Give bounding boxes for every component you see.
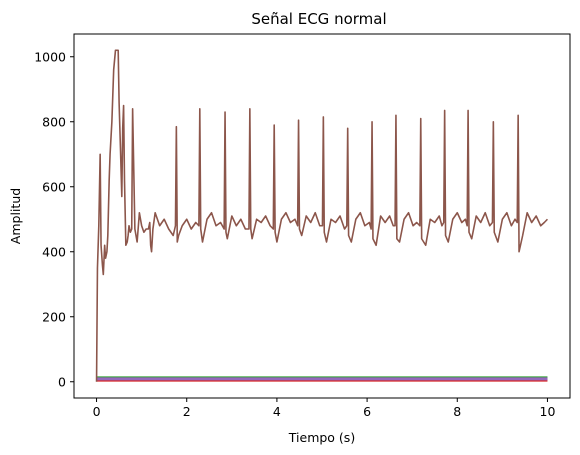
chart-title: Señal ECG normal <box>251 10 386 28</box>
x-axis-label: Tiempo (s) <box>288 430 355 445</box>
ecg-series-line <box>95 49 549 382</box>
x-tick-label: 0 <box>93 404 101 419</box>
x-tick-label: 8 <box>453 404 461 419</box>
y-tick-label: 0 <box>58 374 66 389</box>
y-axis-label: Amplitud <box>8 188 23 244</box>
y-tick-label: 1000 <box>34 49 66 64</box>
y-tick-label: 600 <box>42 179 66 194</box>
x-axis: 0 2 4 6 8 10 <box>93 398 556 419</box>
y-tick-label: 800 <box>42 114 66 129</box>
x-tick-label: 2 <box>183 404 191 419</box>
plot-frame <box>73 33 571 399</box>
y-tick-label: 200 <box>42 309 66 324</box>
x-tick-label: 10 <box>540 404 556 419</box>
x-tick-label: 6 <box>363 404 371 419</box>
plot-area <box>95 49 549 382</box>
y-axis: 0 200 400 600 800 1000 <box>34 49 74 389</box>
x-tick-label: 4 <box>273 404 281 419</box>
y-tick-label: 400 <box>42 244 66 259</box>
